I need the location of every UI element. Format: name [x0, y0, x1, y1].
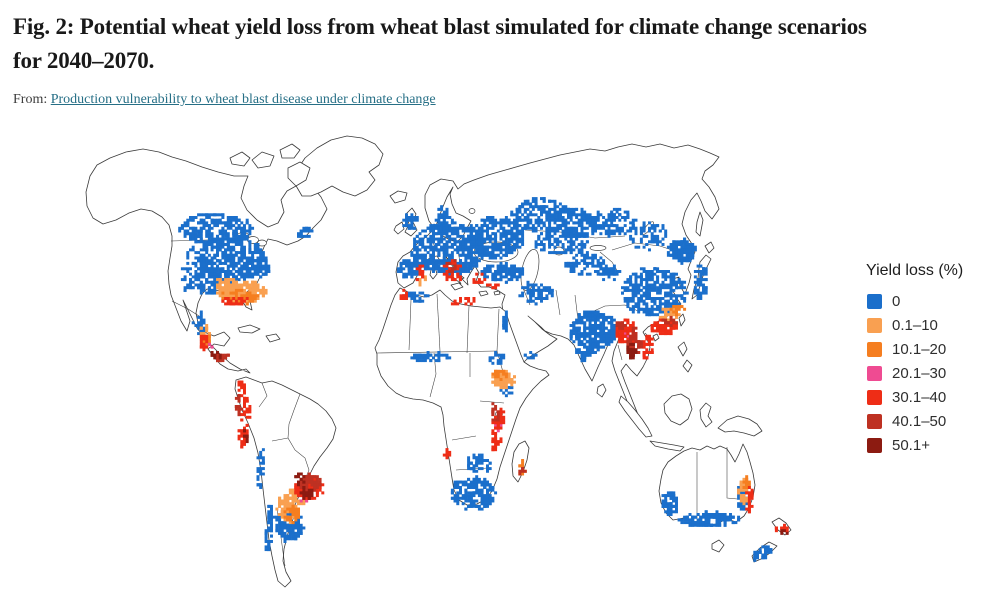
dot-cluster-peru [243, 429, 249, 444]
dot-cluster-ethiopia-inner [491, 369, 508, 381]
legend-swatch-0 [867, 293, 882, 309]
dot-cluster-new-zealand-tip [780, 529, 789, 535]
legend-label: 0 [892, 292, 901, 310]
dot-cluster-us-gulf-plains [216, 278, 238, 292]
dot-cluster-canada-east [297, 226, 314, 238]
legend-title: Yield loss (%) [866, 262, 964, 279]
legend-swatch-3 [867, 365, 882, 381]
dot-cluster-chile [264, 504, 276, 552]
yield-loss-dots [178, 197, 789, 562]
dot-cluster-sahel-mali [410, 351, 452, 363]
dot-cluster-zambia-zimbabwe [467, 453, 492, 473]
dot-cluster-greece-aegean [472, 272, 487, 284]
dot-cluster-manchuria [669, 240, 697, 265]
dot-cluster-australia-south [677, 510, 741, 527]
dot-cluster-myanmar-core [626, 342, 638, 360]
legend-label: 30.1–40 [892, 388, 947, 406]
dot-cluster-east-africa [491, 402, 500, 422]
dot-cluster-spain-east [415, 264, 425, 282]
dot-cluster-italy-south [445, 259, 457, 273]
legend-row: 0 [864, 289, 963, 313]
dot-cluster-australia-southwest [661, 491, 678, 516]
legend-row: 50.1+ [864, 433, 963, 457]
dot-cluster-bengal-delta [615, 321, 627, 330]
dot-cluster-anatolia-spots [486, 283, 500, 290]
dot-cluster-china-coast [669, 305, 687, 317]
dot-cluster-yemen [523, 351, 538, 360]
dot-cluster-siberia-east [626, 221, 668, 252]
dot-cluster-britain [402, 213, 419, 230]
dot-cluster-canada-prairies [178, 213, 255, 246]
dot-cluster-kazakhstan [534, 226, 589, 255]
dot-cluster-vietnam [642, 334, 654, 360]
dot-cluster-us-southern-plains [194, 267, 222, 295]
legend-label: 40.1–50 [892, 412, 947, 430]
dot-cluster-new-zealand-south [753, 545, 773, 562]
dot-cluster-india [569, 310, 619, 352]
dot-cluster-morocco [399, 288, 408, 300]
legend-label: 20.1–30 [892, 364, 947, 382]
dot-cluster-mexico-west [199, 334, 209, 352]
dot-cluster-mexico-spots [207, 342, 214, 349]
figure-header: Fig. 2: Potential wheat yield loss from … [13, 10, 943, 108]
dot-cluster-angola [442, 448, 452, 460]
map-legend: Yield loss (%) 0 0.1–10 10.1–20 20.1–30 … [864, 262, 963, 457]
from-label: From: [13, 92, 48, 107]
legend-label: 50.1+ [892, 436, 930, 454]
dot-cluster-us-northeast [245, 256, 271, 279]
legend-label: 0.1–10 [892, 316, 938, 334]
dot-cluster-xinjiang [594, 264, 622, 282]
dot-cluster-nile-valley [502, 310, 508, 333]
dot-cluster-libya-coast [450, 297, 476, 306]
legend-row: 30.1–40 [864, 385, 963, 409]
figure-title: Fig. 2: Potential wheat yield loss from … [13, 14, 867, 73]
dot-cluster-us-gulf-coast [221, 297, 249, 306]
dot-cluster-india-central [575, 342, 597, 363]
legend-row: 20.1–30 [864, 361, 963, 385]
dot-cluster-argentina-inner [283, 504, 300, 525]
legend-row: 40.1–50 [864, 409, 963, 433]
dot-cluster-eastern-europe [467, 216, 525, 260]
dot-cluster-ecuador [234, 394, 244, 417]
dot-cluster-madagascar-center [518, 467, 527, 476]
legend-swatch-1 [867, 317, 882, 333]
dot-cluster-siberia [585, 207, 638, 238]
legend-row: 10.1–20 [864, 337, 963, 361]
legend-swatch-4 [867, 389, 882, 405]
legend-label: 10.1–20 [892, 340, 947, 358]
dot-cluster-sudan [488, 351, 506, 365]
dot-cluster-south-africa [450, 475, 498, 511]
dot-cluster-guatemala [210, 351, 222, 360]
dot-cluster-turkey [480, 261, 525, 284]
legend-swatch-6 [867, 437, 882, 453]
legend-swatch-2 [867, 341, 882, 357]
dot-cluster-central-america [210, 351, 230, 363]
dot-cluster-scandinavia-south [434, 205, 454, 233]
dot-cluster-korea-japan [693, 264, 708, 300]
dot-cluster-iberia [396, 259, 422, 279]
dot-cluster-iran-caucasus [518, 280, 554, 306]
dot-cluster-queensland-coast [742, 475, 751, 489]
legend-row: 0.1–10 [864, 313, 963, 337]
legend-swatch-5 [867, 413, 882, 429]
dot-cluster-new-zealand-north [774, 523, 789, 533]
dot-cluster-central-asia [564, 251, 606, 276]
dot-cluster-china [621, 267, 689, 317]
dot-cluster-australia-eastcoast [745, 486, 754, 514]
figure-source-line: From: Production vulnerability to wheat … [13, 92, 943, 108]
source-link[interactable]: Production vulnerability to wheat blast … [50, 92, 436, 107]
dot-cluster-china-south-inner [661, 315, 678, 327]
dot-cluster-andes-altiplano [256, 448, 265, 489]
landmasses [85, 135, 792, 588]
dot-cluster-paraguay [294, 472, 306, 487]
dot-cluster-brazil-heart [299, 486, 314, 500]
